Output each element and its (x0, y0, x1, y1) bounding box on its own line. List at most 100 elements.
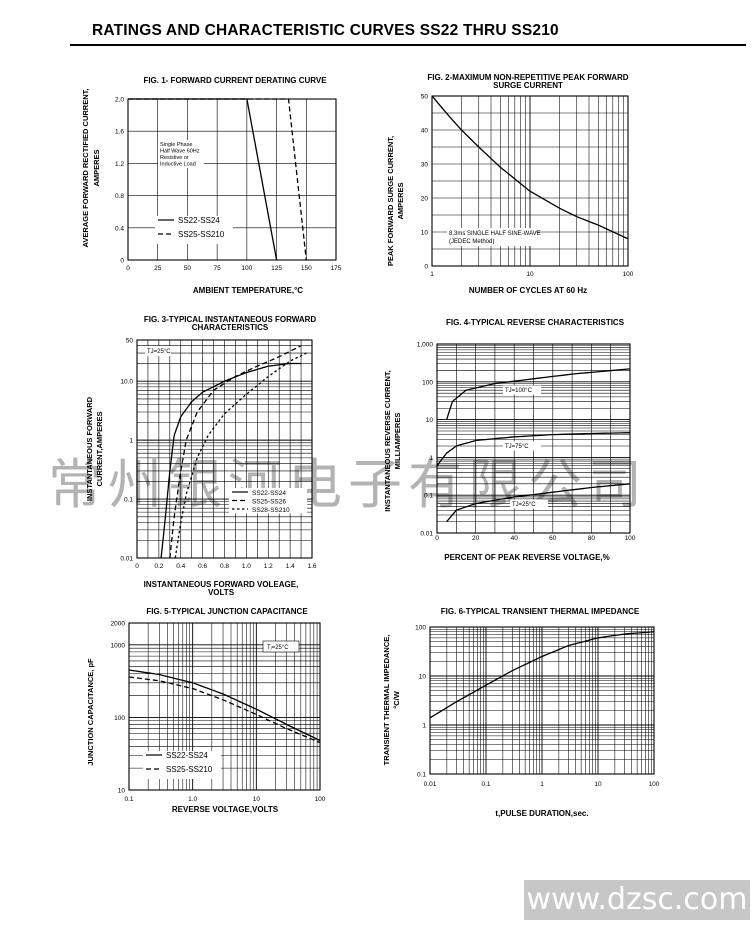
fig1-annotation: Single Phase (160, 142, 192, 148)
fig1-legend-label: SS25-SS210 (178, 230, 225, 239)
fig3-title: CHARACTERISTICS (192, 323, 269, 332)
fig1-ytick-label: 2.0 (115, 97, 124, 104)
fig5-xtick-label: 0.1 (124, 796, 133, 803)
fig4-series-label-bg (503, 441, 541, 451)
fig3-xtick-label: 1.6 (307, 563, 316, 570)
fig3-xtick-label: 0.8 (220, 563, 229, 570)
fig4-ytick-label: 10 (426, 417, 434, 424)
fig1-ytick-label: 1.6 (115, 129, 124, 136)
fig2-annotation-bg (447, 228, 536, 246)
fig3-xtick-label: 1.0 (242, 563, 251, 570)
fig2-xtick-label: 10 (526, 271, 534, 278)
fig5-xtick-label: 10 (253, 796, 261, 803)
fig1-xtick-label: 25 (154, 265, 162, 272)
fig6-chart: 0.01 0.1 1 10 100 0.1 1 10 100 FIG. 6-TYPICAL TRA… (382, 607, 660, 818)
fig3-series-ss28-ss210 (174, 352, 307, 559)
fig4-series-label: TJ=100°C (505, 388, 533, 394)
fig3-ytick-label: 10.0 (120, 379, 133, 386)
fig6-ylabel: TRANSIENT THERMAL IMPEDANCE, (382, 635, 391, 766)
fig2-chart: 1 10 100 0 10 20 30 40 50 FIG. 2-MAXIMUM NON-REPE… (386, 73, 634, 295)
fig5-ytick-label: 100 (114, 715, 125, 722)
fig2-annotation: (JEDEC Method) (449, 239, 494, 245)
fig2-ytick-label: 0 (424, 264, 428, 271)
fig6-xtick-label: 100 (649, 781, 660, 788)
fig5-ylabel: JUNCTION CAPACITANCE, pF (86, 658, 95, 766)
fig3-chart: 0 0.2 0.4 0.6 0.8 1.0 1.2 1.4 1.6 0.01 0.1 1 10.0 50 F… (85, 315, 317, 597)
fig2-frame (431, 95, 629, 267)
fig3-series-ss22-ss24 (160, 362, 302, 559)
fig1-xtick-label: 125 (271, 265, 282, 272)
fig2-ytick-label: 30 (421, 162, 429, 169)
fig3-legend-label: SS28-SS210 (252, 507, 290, 514)
fig3-title: FIG. 3-TYPICAL INSTANTANEOUS FORWARD (144, 315, 317, 324)
fig4-series-label-bg (503, 385, 541, 395)
fig1-ytick-label: 0 (120, 258, 124, 265)
fig4-series-label: TJ=75°C (505, 444, 529, 450)
fig4-xtick-label: 40 (511, 535, 519, 542)
fig4-xlabel: PERCENT OF PEAK REVERSE VOLTAGE,% (444, 553, 610, 562)
fig1-ytick-label: 0.8 (115, 193, 124, 200)
fig6-xtick-label: 0.01 (424, 781, 437, 788)
fig6-ytick-label: 1 (422, 723, 426, 730)
fig3-legend-label: SS22-SS24 (252, 490, 286, 497)
fig2-title: SURGE CURRENT (493, 81, 563, 90)
fig1-legend-bg (155, 216, 233, 230)
fig4-xtick-label: 80 (588, 535, 596, 542)
fig5-xtick-label: 100 (315, 796, 326, 803)
fig6-series-curve (429, 631, 655, 719)
fig5-series-ss22-ss24 (128, 669, 321, 742)
fig3-xtick-label: 0.6 (198, 563, 207, 570)
fig3-ylabel: INSTANTANEOUS FORWARD (85, 396, 94, 501)
fig2-ytick-label: 40 (421, 128, 429, 135)
fig5-ytick-label: 10 (118, 788, 126, 795)
fig5-xlabel: REVERSE VOLTAGE,VOLTS (172, 805, 279, 814)
fig4-xtick-label: 0 (435, 535, 439, 542)
fig5-ytick-label: 1000 (111, 642, 126, 649)
fig1-xtick-label: 100 (241, 265, 252, 272)
fig1-xtick-label: 75 (214, 265, 222, 272)
fig1-ytick-label: 0.4 (115, 225, 124, 232)
fig1-annotation: Inductive Load (160, 162, 196, 168)
fig4-chart: 0 20 40 60 80 100 0.01 0.1 1 10 100 1,000 FIG. 4-TYP… (383, 318, 636, 562)
fig5-chart: 0.1 1.0 10 100 10 100 1000 2000 FIG. 5-TYPICAL J… (86, 607, 326, 814)
fig6-xtick-label: 10 (594, 781, 602, 788)
fig4-frame (436, 343, 631, 534)
fig5-title: FIG. 5-TYPICAL JUNCTION CAPACITANCE (146, 607, 308, 616)
fig4-xtick-label: 20 (472, 535, 480, 542)
fig5-xtick-label: 1.0 (188, 796, 197, 803)
fig3-frame (136, 339, 313, 559)
fig3-xtick-label: 1.4 (286, 563, 295, 570)
title-rule (70, 44, 746, 46)
fig5-annotation-box (262, 640, 300, 653)
fig5-legend-label: SS25-SS210 (166, 765, 213, 774)
fig3-legend-bg (229, 505, 307, 514)
fig6-xtick-label: 1 (540, 781, 544, 788)
fig2-ytick-label: 10 (421, 230, 429, 237)
fig5-frame (128, 622, 321, 791)
fig3-xlabel: INSTANTANEOUS FORWARD VOLEAGE, (144, 580, 299, 589)
fig6-ylabel: °C/W (392, 690, 401, 708)
fig6-grid (429, 626, 655, 775)
fig1-series-ss22-ss24 (128, 98, 278, 261)
fig5-annotation: Tⱼ=25°C (267, 645, 289, 651)
fig3-xlabel: VOLTS (208, 588, 235, 597)
page-title: RATINGS AND CHARACTERISTIC CURVES SS22 T… (92, 22, 559, 39)
fig3-xtick-label: 0 (135, 563, 139, 570)
fig6-xlabel: t,PULSE DURATION,sec. (495, 809, 588, 818)
fig3-annotation: TJ=25°C (147, 349, 171, 355)
fig1-annotation-bg (158, 140, 204, 168)
fig6-ytick-label: 10 (419, 674, 427, 681)
fig1-ylabel: AMPERES (92, 149, 101, 186)
fig3-xtick-label: 1.2 (264, 563, 273, 570)
fig5-legend-bg (143, 765, 221, 779)
website-banner: www.dzsc.com (524, 880, 750, 920)
fig3-annotation-bg (145, 346, 171, 356)
fig2-ytick-label: 20 (421, 196, 429, 203)
fig3-ytick-label: 50 (126, 338, 134, 345)
fig4-series-tj-25-c (446, 483, 631, 523)
fig2-annotation: 8.3ms SINGLE HALF SINE-WAVE (449, 231, 541, 237)
fig1-ytick-label: 1.2 (115, 161, 124, 168)
fig3-series-ss25-ss26 (169, 345, 302, 559)
fig1-chart: 0 25 50 75 100 125 150 175 0 0.4 0.8 1.2 1.6 2.0 FIG. … (81, 76, 342, 295)
